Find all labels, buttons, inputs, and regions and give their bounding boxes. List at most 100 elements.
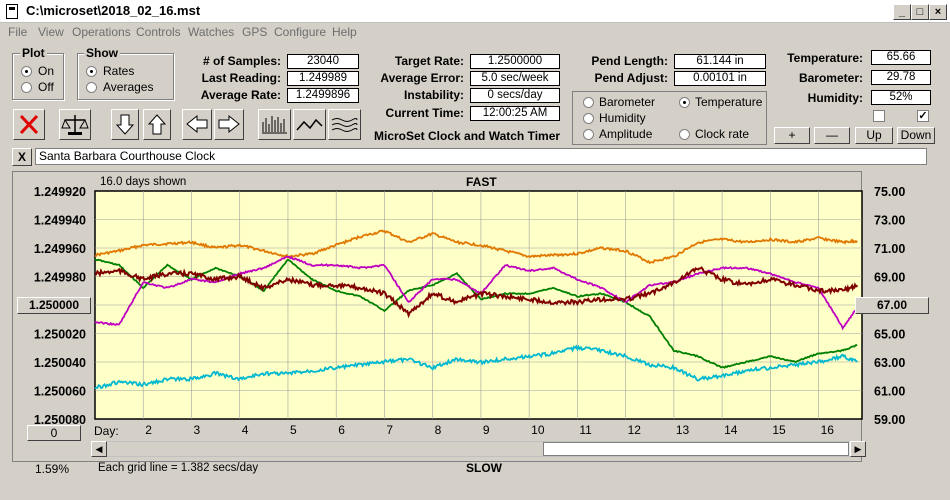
y-tick-label-right: 63.00	[874, 356, 905, 370]
menu-gps[interactable]: GPS	[242, 25, 268, 39]
x-tick-label: 2	[145, 423, 152, 437]
y-tick-label-left: 1.249940	[34, 214, 86, 228]
overlay-humidity-radio[interactable]	[583, 113, 594, 124]
menu-help[interactable]: Help	[332, 25, 357, 39]
overlay-temperature-label: Temperature	[695, 95, 763, 109]
right-value-button[interactable]: 67.00	[855, 297, 929, 314]
scrollbar-thumb[interactable]	[543, 442, 849, 456]
arrow-down-icon	[115, 114, 135, 135]
y-tick-label-left: 1.249920	[34, 185, 86, 199]
pend-adjust-field: 0.00101 in	[674, 71, 766, 86]
y-tick-label-right: 73.00	[874, 214, 905, 228]
clock-name-input[interactable]: Santa Barbara Courthouse Clock	[35, 148, 927, 165]
target-rate-field: 1.2500000	[470, 54, 560, 69]
average-rate-label: Average Rate:	[200, 88, 281, 102]
scroll-right-button[interactable]: ▶	[850, 441, 866, 457]
show-averages-radio[interactable]	[86, 82, 97, 93]
y-tick-label-right: 61.00	[874, 385, 905, 399]
arrow-left-button[interactable]	[182, 109, 212, 140]
up-button[interactable]: Up	[855, 127, 893, 144]
plot-off-radio[interactable]	[21, 82, 32, 93]
histogram-icon	[262, 116, 287, 134]
arrow-down-button[interactable]	[111, 109, 139, 140]
samples-field: 23040	[287, 54, 359, 69]
y-tick-label-right: 65.00	[874, 328, 905, 342]
instability-label: Instability:	[403, 88, 464, 102]
close-clock-button[interactable]: X	[12, 148, 32, 166]
overlay-select-box	[572, 91, 767, 145]
overlay-barometer-radio[interactable]	[583, 97, 594, 108]
barometer-label: Barometer:	[798, 71, 863, 85]
menu-file[interactable]: File	[8, 25, 28, 39]
env-checkbox-2[interactable]: ✓	[917, 110, 929, 122]
scrollbar-track	[107, 442, 543, 456]
menu-view[interactable]: View	[38, 25, 64, 39]
x-tick-label: 10	[531, 423, 545, 437]
overlay-amplitude-radio[interactable]	[583, 129, 594, 140]
app-icon	[6, 4, 18, 19]
show-rates-radio[interactable]	[86, 66, 97, 77]
y-tick-label-right: 59.00	[874, 413, 905, 427]
bottom-value-button[interactable]: 0	[27, 425, 81, 441]
minimize-button[interactable]: _	[893, 4, 911, 20]
arrow-up-icon	[147, 114, 167, 135]
arrow-left-icon	[186, 114, 208, 134]
x-tick-label: 11	[579, 423, 592, 437]
y-tick-label-left: 1.250040	[34, 356, 86, 370]
plus-button[interactable]: +	[774, 127, 810, 144]
y-tick-label-right: 75.00	[874, 185, 905, 199]
histogram-button[interactable]	[258, 109, 291, 140]
lines-button[interactable]	[328, 109, 361, 140]
series-line-clock-rate	[94, 266, 859, 319]
env-checkbox-1[interactable]	[873, 110, 885, 122]
y-tick-label-left: 1.250020	[34, 328, 86, 342]
arrow-up-button[interactable]	[143, 109, 171, 140]
overlay-humidity-label: Humidity	[599, 111, 646, 125]
plot-off-label: Off	[38, 80, 54, 94]
wave-icon	[296, 118, 323, 131]
menu-configure[interactable]: Configure	[274, 25, 327, 39]
window-title: C:\microset\2018_02_16.mst	[26, 3, 201, 18]
y-tick-label-left: 1.249960	[34, 242, 86, 256]
barometer-field: 29.78	[871, 70, 931, 85]
humidity-label: Humidity:	[807, 91, 863, 105]
minus-button[interactable]: —	[814, 127, 850, 144]
cancel-button[interactable]	[13, 109, 45, 140]
overlay-temperature-radio[interactable]	[679, 97, 690, 108]
pend-adjust-label: Pend Adjust:	[594, 71, 668, 85]
y-tick-label-left: 1.250060	[34, 385, 86, 399]
arrow-right-button[interactable]	[214, 109, 244, 140]
app-caption: MicroSet Clock and Watch Timer	[374, 129, 561, 143]
close-button[interactable]: ×	[929, 4, 947, 20]
fast-label: FAST	[466, 175, 497, 189]
series-line-barometer	[94, 229, 858, 265]
x-tick-label: 12	[628, 423, 642, 437]
overlay-clock-rate-radio[interactable]	[679, 129, 690, 140]
x-tick-label: 7	[386, 423, 393, 437]
instability-field: 0 secs/day	[470, 88, 560, 103]
wave-button[interactable]	[293, 109, 326, 140]
average-error-field: 5.0 sec/week	[470, 71, 560, 86]
menu-controls[interactable]: Controls	[136, 25, 181, 39]
down-button[interactable]: Down	[897, 127, 935, 144]
balance-button[interactable]	[59, 109, 91, 140]
scroll-left-button[interactable]: ◀	[91, 441, 107, 457]
menu-operations[interactable]: Operations	[72, 25, 131, 39]
plot-on-radio[interactable]	[21, 66, 32, 77]
left-value-button[interactable]: 1.250000	[17, 297, 91, 314]
plot-group-label: Plot	[20, 46, 47, 60]
last-reading-field: 1.249989	[287, 71, 359, 86]
y-tick-label-right: 69.00	[874, 271, 905, 285]
show-group	[77, 53, 174, 100]
overlay-barometer-label: Barometer	[599, 95, 656, 109]
maximize-button[interactable]: □	[911, 4, 929, 20]
arrow-right-icon	[218, 114, 240, 134]
grid-note-label: Each grid line = 1.382 secs/day	[98, 462, 259, 474]
x-tick-label: 4	[242, 423, 249, 437]
current-time-field: 12:00:25 AM	[470, 106, 560, 121]
series-line-amplitude	[94, 344, 858, 390]
x-tick-label: 3	[193, 423, 200, 437]
menu-watches[interactable]: Watches	[188, 25, 235, 39]
overlay-amplitude-label: Amplitude	[599, 127, 653, 141]
x-tick-label: 8	[435, 423, 442, 437]
